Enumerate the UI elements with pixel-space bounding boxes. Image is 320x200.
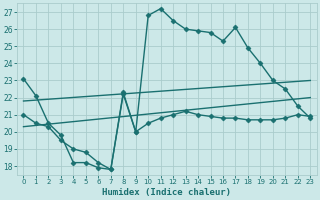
X-axis label: Humidex (Indice chaleur): Humidex (Indice chaleur)	[102, 188, 231, 197]
